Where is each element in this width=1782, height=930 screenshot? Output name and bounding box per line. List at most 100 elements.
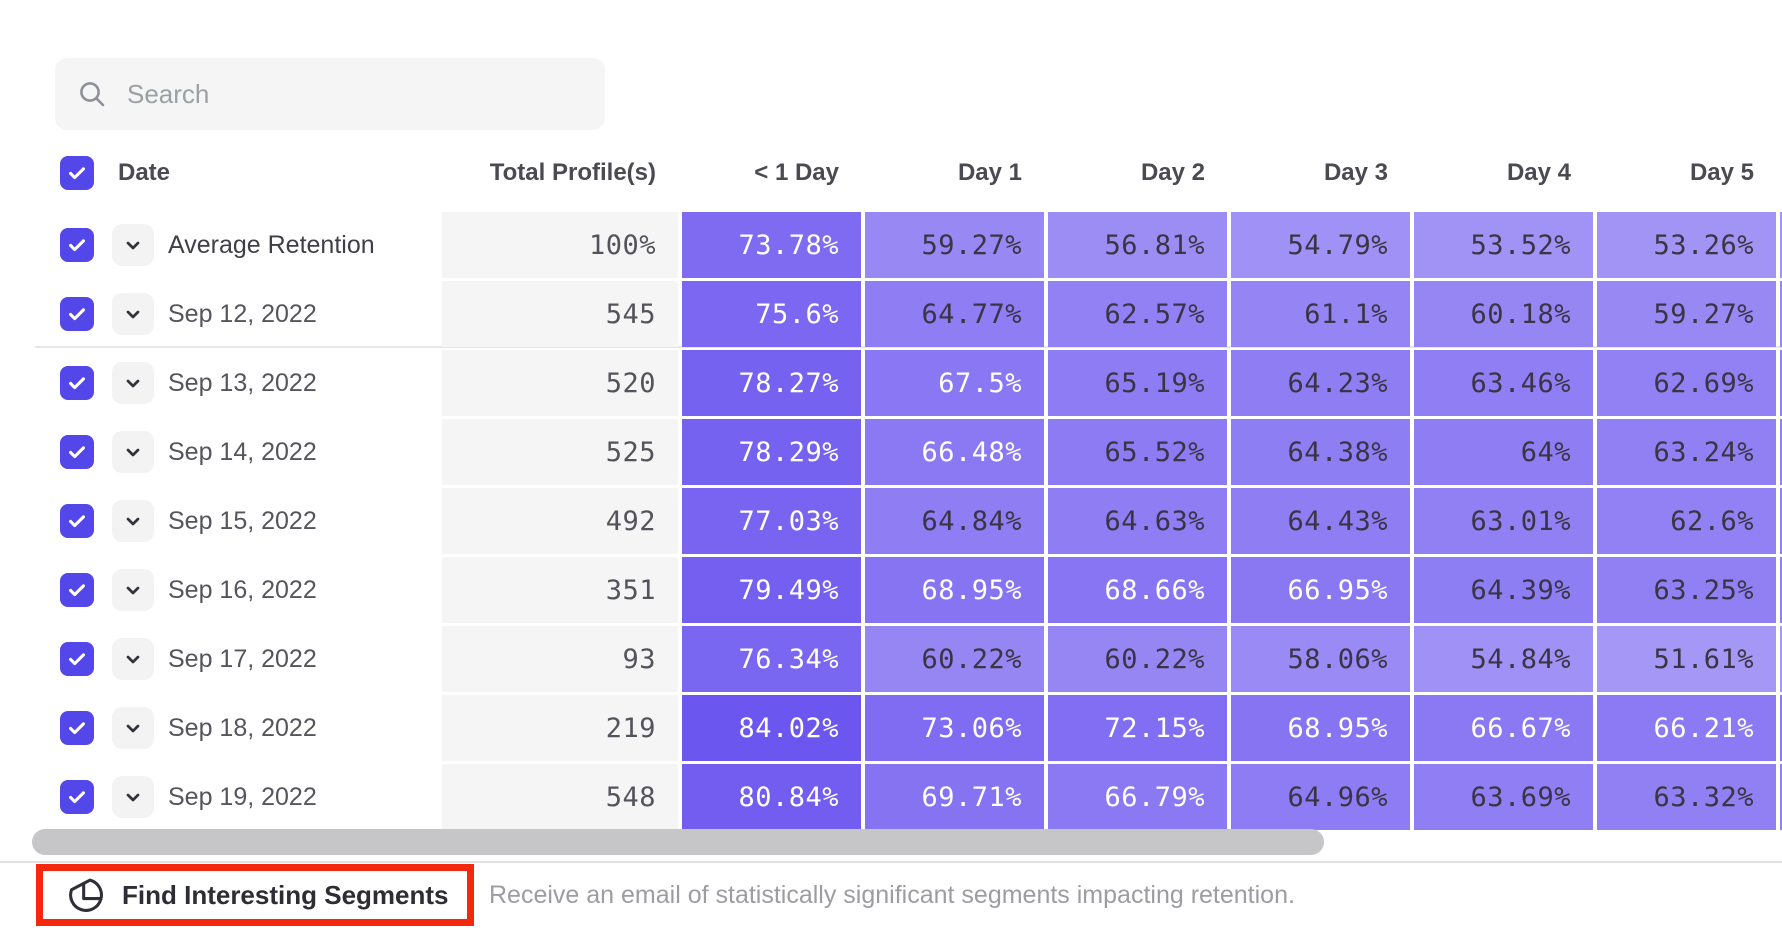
expand-row-button[interactable] [112, 569, 154, 611]
retention-cell[interactable]: 64% [1414, 419, 1593, 485]
table-row: Sep 15, 2022 492 77.03% 64.84% 64.63% 64.43… [0, 488, 1782, 554]
row-checkbox[interactable] [60, 711, 94, 745]
row-date-cell: Sep 19, 2022 [0, 764, 442, 830]
find-interesting-segments-button[interactable]: Find Interesting Segments [67, 876, 449, 914]
retention-cell[interactable]: 59.27% [1597, 281, 1776, 347]
row-checkbox[interactable] [60, 780, 94, 814]
retention-cell[interactable]: 66.21% [1597, 695, 1776, 761]
row-checkbox[interactable] [60, 573, 94, 607]
retention-cell[interactable]: 64.63% [1048, 488, 1227, 554]
expand-row-button[interactable] [112, 500, 154, 542]
retention-cell[interactable]: 60.22% [865, 626, 1044, 692]
table-header-row: Date Total Profile(s) < 1 Day Day 1 Day 2 D… [0, 140, 1782, 348]
retention-cell[interactable]: 58.06% [1231, 626, 1410, 692]
retention-cell[interactable]: 78.29% [682, 419, 861, 485]
row-checkbox[interactable] [60, 504, 94, 538]
expand-row-button[interactable] [112, 431, 154, 473]
select-all-checkbox[interactable] [60, 156, 94, 190]
retention-cell[interactable]: 68.95% [1231, 695, 1410, 761]
retention-cell[interactable]: 72.15% [1048, 695, 1227, 761]
retention-cell[interactable]: 65.52% [1048, 419, 1227, 485]
segments-description: Receive an email of statistically signif… [489, 880, 1295, 909]
retention-cell[interactable]: 63.01% [1414, 488, 1593, 554]
check-icon [69, 791, 85, 804]
retention-cell[interactable]: 61.1% [1231, 281, 1410, 347]
row-checkbox[interactable] [60, 228, 94, 262]
retention-cell[interactable]: 80.84% [682, 764, 861, 830]
total-profiles-cell: 100% [442, 212, 678, 278]
retention-cell[interactable]: 66.79% [1048, 764, 1227, 830]
expand-row-button[interactable] [112, 776, 154, 818]
retention-cell[interactable]: 64.23% [1231, 350, 1410, 416]
retention-cell[interactable]: 60.18% [1414, 281, 1593, 347]
retention-cell[interactable]: 68.95% [865, 557, 1044, 623]
table-row: Sep 16, 2022 351 79.49% 68.95% 68.66% 66.95… [0, 557, 1782, 623]
retention-cell[interactable]: 56.81% [1048, 212, 1227, 278]
total-profiles-cell: 93 [442, 626, 678, 692]
retention-cell[interactable]: 69.71% [865, 764, 1044, 830]
retention-cell[interactable]: 64.77% [865, 281, 1044, 347]
retention-cell[interactable]: 62.6% [1597, 488, 1776, 554]
column-header-day-0: < 1 Day [754, 159, 839, 186]
retention-cell[interactable]: 65.19% [1048, 350, 1227, 416]
search-box [55, 58, 605, 130]
expand-row-button[interactable] [112, 707, 154, 749]
retention-cell[interactable]: 73.06% [865, 695, 1044, 761]
row-date-cell: Sep 12, 2022 [0, 281, 442, 347]
retention-cell[interactable]: 63.24% [1597, 419, 1776, 485]
retention-cell[interactable]: 53.26% [1597, 212, 1776, 278]
check-icon [69, 377, 85, 390]
retention-cell[interactable]: 54.84% [1414, 626, 1593, 692]
retention-cell[interactable]: 66.95% [1231, 557, 1410, 623]
retention-cell[interactable]: 84.02% [682, 695, 861, 761]
total-profiles-cell: 520 [442, 350, 678, 416]
row-checkbox[interactable] [60, 642, 94, 676]
retention-cell[interactable]: 60.22% [1048, 626, 1227, 692]
retention-cell[interactable]: 64.84% [865, 488, 1044, 554]
retention-cell[interactable]: 68.66% [1048, 557, 1227, 623]
column-header-total-profiles: Total Profile(s) [489, 159, 656, 186]
retention-cell[interactable]: 63.69% [1414, 764, 1593, 830]
retention-cell[interactable]: 67.5% [865, 350, 1044, 416]
horizontal-scrollbar-thumb[interactable] [32, 829, 1324, 855]
retention-cell[interactable]: 64.96% [1231, 764, 1410, 830]
chevron-down-icon [126, 724, 140, 733]
retention-cell[interactable]: 63.46% [1414, 350, 1593, 416]
expand-row-button[interactable] [112, 293, 154, 335]
retention-cell[interactable]: 77.03% [682, 488, 861, 554]
retention-cell[interactable]: 64.43% [1231, 488, 1410, 554]
retention-cell[interactable]: 54.79% [1231, 212, 1410, 278]
retention-cell[interactable]: 75.6% [682, 281, 861, 347]
row-checkbox[interactable] [60, 366, 94, 400]
retention-cell[interactable]: 62.69% [1597, 350, 1776, 416]
retention-cell[interactable]: 53.52% [1414, 212, 1593, 278]
retention-cell[interactable]: 63.25% [1597, 557, 1776, 623]
check-icon [69, 722, 85, 735]
retention-cell[interactable]: 51.61% [1597, 626, 1776, 692]
column-header-date: Date [118, 159, 171, 186]
expand-row-button[interactable] [112, 362, 154, 404]
row-checkbox[interactable] [60, 435, 94, 469]
retention-cell[interactable]: 62.57% [1048, 281, 1227, 347]
row-checkbox[interactable] [60, 297, 94, 331]
table-row: Sep 18, 2022 219 84.02% 73.06% 72.15% 68.95… [0, 695, 1782, 761]
table-row: Sep 14, 2022 525 78.29% 66.48% 65.52% 64.38… [0, 419, 1782, 485]
overflow-column-sliver [1780, 764, 1782, 830]
retention-cell[interactable]: 79.49% [682, 557, 861, 623]
retention-cell[interactable]: 59.27% [865, 212, 1044, 278]
overflow-column-sliver [1780, 281, 1782, 347]
retention-cell[interactable]: 64.39% [1414, 557, 1593, 623]
retention-cell[interactable]: 73.78% [682, 212, 861, 278]
table-row: Sep 17, 2022 93 76.34% 60.22% 60.22% 58.06%… [0, 626, 1782, 692]
retention-cell[interactable]: 63.32% [1597, 764, 1776, 830]
retention-cell[interactable]: 66.67% [1414, 695, 1593, 761]
overflow-column-sliver [1780, 557, 1782, 623]
retention-cell[interactable]: 76.34% [682, 626, 861, 692]
retention-cell[interactable]: 78.27% [682, 350, 861, 416]
search-input[interactable] [125, 77, 569, 111]
retention-cell[interactable]: 66.48% [865, 419, 1044, 485]
retention-cell[interactable]: 64.38% [1231, 419, 1410, 485]
expand-row-button[interactable] [112, 638, 154, 680]
chevron-down-icon [126, 241, 140, 250]
expand-row-button[interactable] [112, 224, 154, 266]
